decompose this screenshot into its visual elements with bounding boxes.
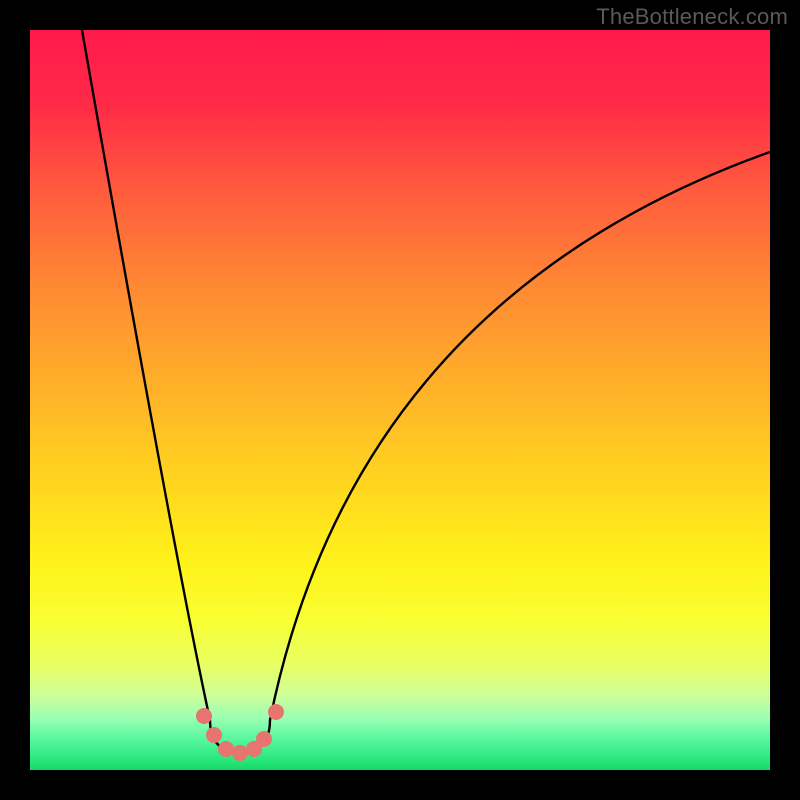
bottleneck-chart [0, 0, 800, 800]
sample-dot [268, 704, 284, 720]
plot-background [30, 30, 770, 770]
sample-dot [206, 727, 222, 743]
chart-frame: TheBottleneck.com [0, 0, 800, 800]
watermark-text: TheBottleneck.com [596, 4, 788, 30]
sample-dot [196, 708, 212, 724]
sample-dot [256, 731, 272, 747]
sample-dot [218, 741, 234, 757]
sample-dot [232, 745, 248, 761]
